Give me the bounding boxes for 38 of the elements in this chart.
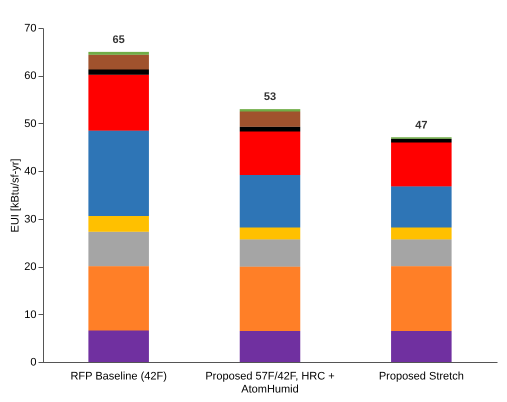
bar [240, 239, 300, 267]
y-tick-label: 10 [24, 308, 36, 321]
y-tick-label: 20 [24, 261, 36, 274]
y-tick-label: 60 [24, 70, 36, 82]
bar [240, 227, 300, 240]
y-tick-label: 40 [24, 166, 36, 178]
bar [88, 232, 149, 266]
bar [88, 54, 149, 70]
bar [88, 130, 149, 216]
x-tick-label: Proposed 57F/42F, HRC + AtomHumid [205, 370, 335, 396]
bar [391, 330, 452, 362]
y-tick-label: 0 [30, 356, 36, 368]
bar [391, 142, 452, 186]
y-tick-label: 70 [24, 22, 36, 34]
y-axis-title: EUI [kBtu/sf-yr] [9, 158, 22, 232]
bar [88, 74, 149, 131]
bar [88, 70, 149, 75]
y-tick-label: 30 [24, 213, 36, 226]
bar [240, 174, 300, 228]
bar [88, 266, 149, 331]
bar [240, 330, 300, 362]
bar [240, 132, 300, 175]
bar [391, 227, 452, 240]
bar [240, 112, 300, 127]
bar [240, 266, 300, 331]
y-tick-label: 50 [24, 118, 36, 130]
total-label: 65 [112, 34, 125, 46]
bar [391, 266, 452, 331]
bar [391, 138, 452, 143]
bar [391, 239, 452, 266]
total-label: 53 [264, 91, 276, 104]
x-tick-label: Proposed Stretch [378, 370, 464, 382]
bar [88, 330, 149, 362]
bar [391, 186, 452, 228]
bar [88, 216, 149, 232]
x-tick-label: RFP Baseline (42F) [70, 370, 167, 382]
bar [240, 126, 300, 132]
total-label: 47 [415, 119, 428, 132]
